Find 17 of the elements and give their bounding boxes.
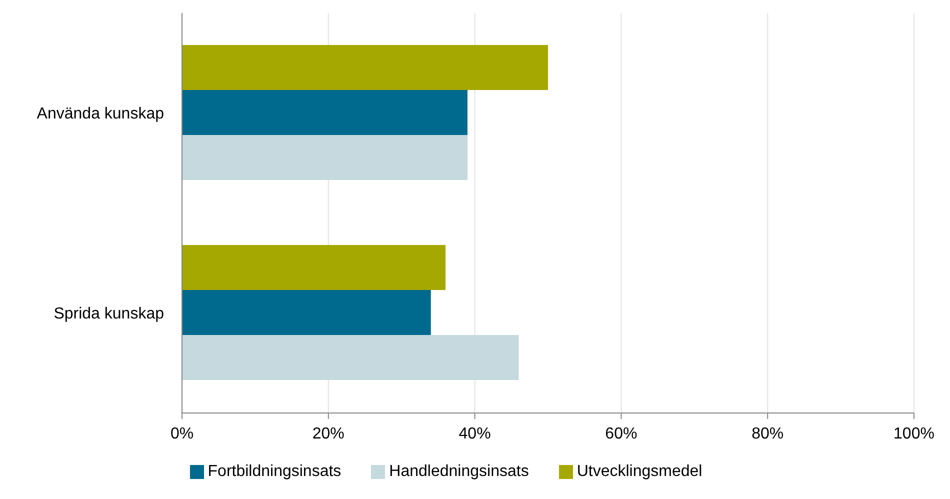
legend-label: Utvecklingsmedel	[576, 463, 702, 480]
x-tick-label: 40%	[458, 425, 491, 442]
legend-label: Handledningsinsats	[389, 463, 529, 480]
x-tick-label: 100%	[894, 425, 934, 442]
legend-label: Fortbildningsinsats	[208, 463, 342, 480]
y-tick-label: Använda kunskap	[36, 106, 164, 123]
bar	[182, 90, 468, 135]
bar	[182, 335, 519, 380]
x-tick-label: 80%	[752, 425, 784, 442]
bar	[182, 290, 431, 335]
x-tick-label: 0%	[170, 425, 194, 442]
bar	[182, 135, 468, 180]
bar	[182, 245, 446, 290]
x-tick-label: 60%	[605, 425, 638, 442]
y-tick-label: Sprida kunskap	[54, 306, 164, 323]
x-tick-label: 20%	[312, 425, 344, 442]
bar	[182, 45, 548, 90]
